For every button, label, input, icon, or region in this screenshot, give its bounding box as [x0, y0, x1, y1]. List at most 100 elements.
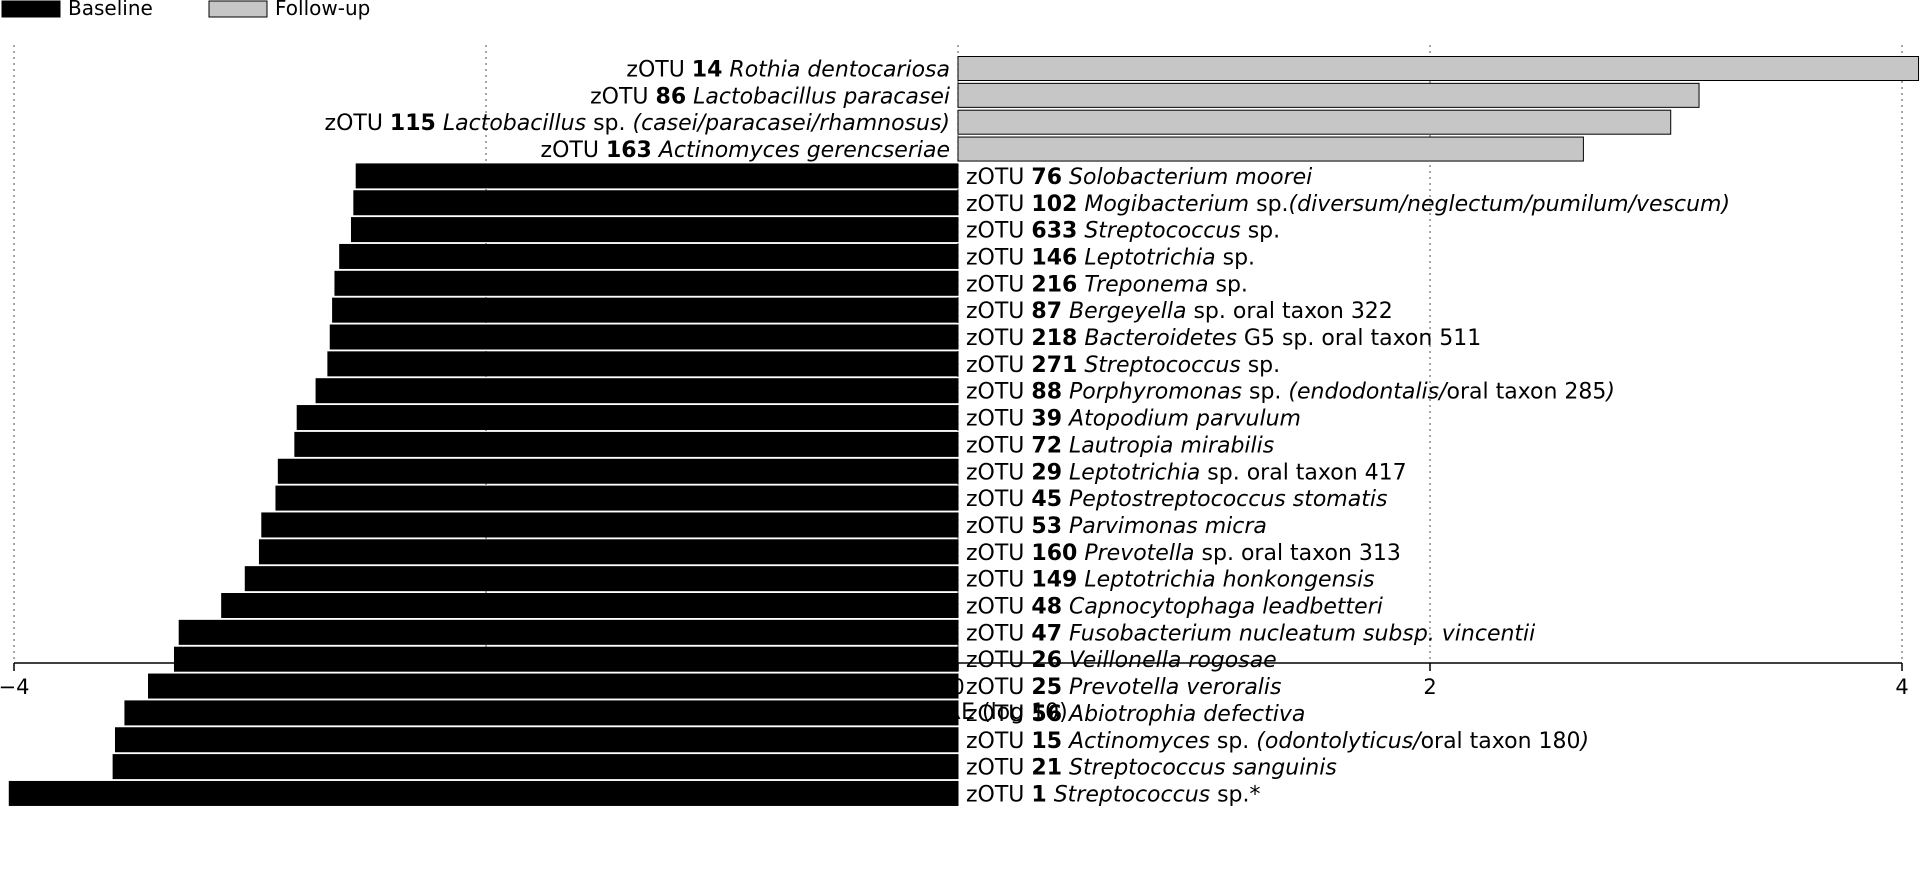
bar-label-part: sp. [1242, 380, 1288, 405]
legend-label: Baseline [68, 0, 153, 20]
bar-label-part: 87 [1031, 299, 1062, 324]
bar-label: zOTU 72 Lautropia mirabilis [966, 433, 1274, 458]
bar-label: zOTU 26 Veillonella rogosae [966, 648, 1277, 673]
bar [329, 324, 959, 350]
bar-label-part: Atopodium parvulum [1067, 407, 1301, 432]
bar-label-part [1047, 782, 1054, 807]
bar-label-part: 146 [1031, 245, 1077, 270]
bar-label-part: 72 [1031, 433, 1062, 458]
bar [124, 700, 959, 726]
bar-label-part: 26 [1031, 648, 1062, 673]
bar [112, 754, 959, 780]
bar-label-part: Bergeyella [1069, 299, 1186, 324]
bar-label-part: 1 [1031, 782, 1046, 807]
bar-label-part [1062, 756, 1069, 781]
bar-label: zOTU 149 Leptotrichia honkongensis [966, 568, 1375, 593]
bar [315, 378, 959, 404]
bar-label-part: sp. oral taxon 313 [1195, 541, 1401, 566]
bar-label-part: G5 sp. oral taxon 511 [1237, 326, 1481, 351]
bar-label-part: zOTU [626, 58, 691, 83]
bar-label: zOTU 45 Peptostreptococcus stomatis [966, 487, 1387, 512]
x-axis-title: LDA SCORE (log 10) [848, 700, 1067, 725]
bar [221, 593, 959, 618]
bar-label: zOTU 25 Prevotella veroralis [966, 675, 1282, 700]
bar-label-part: Prevotella veroralis [1069, 675, 1281, 700]
bar [8, 780, 959, 806]
bar-label-part: Prevotella [1084, 541, 1194, 566]
bars [8, 56, 1920, 806]
bar-label: zOTU 88 Porphyromonas sp. (endodontalis/… [966, 380, 1615, 405]
bar-label-part: sp. [586, 111, 632, 136]
bar-label-part: zOTU [966, 756, 1031, 781]
legend-swatch [208, 0, 268, 18]
bar-label-part: zOTU [966, 460, 1031, 485]
bar-label-part: (diversum/neglectum/pumilum/vescum) [1289, 192, 1731, 217]
bar [332, 297, 959, 323]
bar-label-part [1062, 514, 1069, 539]
bar [244, 566, 959, 592]
bar-label-part: sp. [1210, 729, 1256, 754]
bar-label-part: 48 [1031, 595, 1062, 620]
bar-label-part: 115 [390, 111, 436, 136]
bar-label-part: zOTU [966, 299, 1031, 324]
bar-label-part: zOTU [966, 702, 1031, 727]
bar-label-part [1077, 192, 1084, 217]
bar-label-part: zOTU [966, 541, 1031, 566]
bar-label: zOTU 146 Leptotrichia sp. [966, 245, 1255, 270]
bar [350, 217, 959, 243]
bar-label: zOTU 56 Abiotrophia defectiva [966, 702, 1305, 727]
bar [355, 163, 959, 189]
bar-label-part [652, 138, 659, 163]
bar [294, 431, 959, 457]
bar-label-part [1077, 219, 1084, 244]
bar-label: zOTU 53 Parvimonas micra [966, 514, 1267, 539]
bar-label: zOTU 15 Actinomyces sp. (odontolyticus/o… [966, 729, 1589, 754]
bar-label-part [1077, 245, 1084, 270]
bar-label-part: zOTU [966, 407, 1031, 432]
bar-label-part: 86 [656, 84, 687, 109]
x-tick-label: 0 [951, 675, 964, 699]
bar-label-part [1062, 407, 1069, 432]
bar-label-part: Leptotrichia [1084, 245, 1215, 270]
bar-label-part: Capnocytophaga leadbetteri [1069, 595, 1383, 620]
bar-label-part: 633 [1031, 219, 1077, 244]
bar-label: zOTU 48 Capnocytophaga leadbetteri [966, 595, 1383, 620]
bar-label-part: zOTU [966, 782, 1031, 807]
bar-label-part: Abiotrophia defectiva [1067, 702, 1305, 727]
bar-label: zOTU 87 Bergeyella sp. oral taxon 322 [966, 299, 1393, 324]
bar-label-part: zOTU [325, 111, 390, 136]
bar-label-part: Solobacterium moorei [1069, 165, 1312, 190]
legend-swatch [1, 0, 61, 18]
bar-label-part: 76 [1031, 165, 1062, 190]
bar-label-part: oral taxon 285 [1446, 380, 1606, 405]
bar-label: zOTU 39 Atopodium parvulum [966, 407, 1301, 432]
bar-label-part: zOTU [966, 219, 1031, 244]
bar-label: zOTU 218 Bacteroidetes G5 sp. oral taxon… [966, 326, 1481, 351]
bar-label-part: zOTU [966, 353, 1031, 378]
bar-label-part: zOTU [966, 568, 1031, 593]
bar-label-part: Lactobacillus paracasei [693, 84, 950, 109]
bar-label-part [686, 84, 693, 109]
bar-label-part: zOTU [966, 165, 1031, 190]
bar-label-part: Veillonella rogosae [1069, 648, 1277, 673]
bar-label-part [1077, 272, 1084, 297]
bar-label-part: sp. [1208, 272, 1247, 297]
bar-label-part: zOTU [966, 245, 1031, 270]
bar-label: zOTU 115 Lactobacillus sp. (casei/paraca… [325, 111, 950, 136]
bar-label-part: zOTU [966, 380, 1031, 405]
bar-label-part: sp. [1241, 219, 1280, 244]
bar-label-part: 47 [1031, 621, 1062, 646]
x-tick-label: 2 [1423, 675, 1436, 699]
bar-label-part: Mogibacterium [1084, 192, 1249, 217]
bar-label-part: Streptococcus [1054, 782, 1210, 807]
bar-label-part: 14 [692, 58, 723, 83]
bar [957, 82, 1700, 108]
bar-label-part: zOTU [966, 729, 1031, 754]
bar-label-part: (casei/paracasei/rhamnosus) [632, 111, 950, 136]
bar-label-part: Leptotrichia honkongensis [1084, 568, 1374, 593]
bar-label-part: zOTU [966, 433, 1031, 458]
bar [957, 56, 1920, 81]
bar-label-part: (endodontalis/ [1288, 380, 1449, 405]
bar-label-part [1077, 541, 1084, 566]
bar-label: zOTU 86 Lactobacillus paracasei [590, 84, 950, 109]
